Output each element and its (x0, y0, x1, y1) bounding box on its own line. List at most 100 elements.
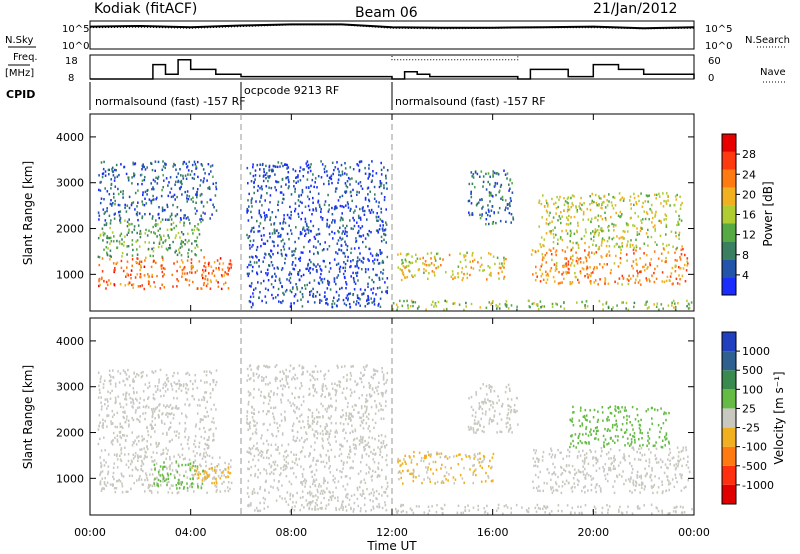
heatmap-cell (119, 402, 121, 405)
heatmap-cell (164, 218, 167, 221)
heatmap-cell (212, 417, 215, 420)
heatmap-cell (550, 232, 552, 235)
heatmap-cell (142, 469, 144, 473)
heatmap-cell (490, 404, 492, 407)
heatmap-cell (498, 189, 501, 192)
heatmap-cell (201, 164, 204, 167)
heatmap-cell (166, 452, 168, 455)
heatmap-cell (397, 461, 399, 464)
heatmap-cell (150, 435, 152, 439)
heatmap-cell (169, 458, 171, 461)
heatmap-cell (475, 204, 478, 207)
heatmap-cell (149, 254, 152, 257)
heatmap-cell (337, 229, 339, 233)
heatmap-cell (178, 248, 180, 251)
heatmap-cell (247, 374, 250, 377)
heatmap-cell (151, 415, 154, 419)
heatmap-cell (281, 444, 283, 447)
heatmap-cell (498, 206, 501, 210)
heatmap-cell (662, 205, 665, 208)
heatmap-cell (171, 384, 173, 388)
heatmap-cell (475, 468, 477, 471)
heatmap-cell (643, 252, 645, 255)
heatmap-cell (131, 444, 134, 447)
heatmap-cell (601, 227, 603, 230)
heatmap-cell (151, 410, 154, 413)
heatmap-cell (317, 411, 320, 414)
heatmap-cell (298, 257, 300, 261)
heatmap-cell (440, 467, 442, 470)
heatmap-cell (507, 383, 510, 387)
heatmap-cell (359, 298, 361, 301)
heatmap-cell (211, 164, 214, 167)
heatmap-cell (485, 211, 487, 215)
heatmap-cell (114, 269, 116, 272)
heatmap-cell (267, 402, 270, 406)
heatmap-cell (579, 261, 582, 264)
heatmap-cell (371, 418, 374, 422)
heatmap-cell (471, 175, 473, 178)
heatmap-cell (248, 244, 251, 247)
heatmap-cell (230, 266, 232, 269)
heatmap-cell (350, 365, 352, 368)
heatmap-cell (385, 177, 387, 180)
heatmap-cell (285, 464, 287, 467)
heatmap-cell (481, 412, 484, 415)
heatmap-cell (476, 422, 478, 425)
heatmap-cell (323, 203, 326, 206)
heatmap-cell (539, 280, 542, 283)
heatmap-cell (557, 205, 559, 209)
heatmap-cell (264, 253, 267, 256)
heatmap-cell (331, 302, 333, 306)
heatmap-cell (146, 478, 149, 482)
heatmap-cell (566, 216, 568, 219)
heatmap-cell (186, 197, 188, 200)
heatmap-cell (540, 275, 543, 278)
heatmap-cell (545, 218, 548, 221)
heatmap-cell (287, 178, 290, 181)
heatmap-cell (249, 448, 252, 451)
heatmap-cell (204, 261, 206, 265)
heatmap-cell (165, 163, 167, 166)
heatmap-cell (260, 282, 262, 285)
heatmap-cell (247, 219, 250, 222)
heatmap-cell (603, 200, 605, 204)
heatmap-cell (157, 245, 160, 249)
heatmap-cell (150, 182, 152, 185)
freq-panel: Freq. [MHz] 18 8 60 0 Nave (5, 52, 786, 84)
heatmap-cell (339, 470, 341, 473)
heatmap-cell (166, 248, 169, 252)
heatmap-cell (313, 435, 316, 438)
heatmap-cell (434, 460, 437, 464)
heatmap-cell (674, 270, 677, 273)
heatmap-cell (98, 174, 100, 177)
heatmap-cell (294, 209, 296, 213)
heatmap-cell (636, 233, 639, 236)
heatmap-cell (293, 302, 295, 305)
heatmap-cell (285, 163, 288, 166)
heatmap-cell (252, 444, 255, 448)
heatmap-cell (249, 437, 252, 440)
heatmap-cell (491, 456, 494, 459)
heatmap-cell (284, 290, 287, 293)
heatmap-cell (133, 228, 136, 231)
heatmap-cell (343, 252, 346, 255)
heatmap-cell (283, 458, 286, 461)
heatmap-cell (402, 482, 404, 485)
heatmap-cell (597, 219, 599, 222)
heatmap-cell (421, 481, 423, 485)
heatmap-cell (470, 202, 473, 205)
heatmap-cell (653, 303, 655, 306)
heatmap-cell (295, 283, 297, 286)
heatmap-cell (345, 296, 348, 300)
heatmap-cell (127, 231, 130, 234)
heatmap-cell (569, 229, 572, 233)
heatmap-cell (483, 430, 485, 434)
heatmap-cell (512, 216, 514, 219)
heatmap-cell (478, 423, 481, 427)
heatmap-cell (312, 287, 314, 291)
heatmap-cell (179, 181, 182, 184)
heatmap-cell (612, 306, 614, 309)
heatmap-cell (125, 210, 128, 213)
heatmap-cell (301, 475, 304, 478)
